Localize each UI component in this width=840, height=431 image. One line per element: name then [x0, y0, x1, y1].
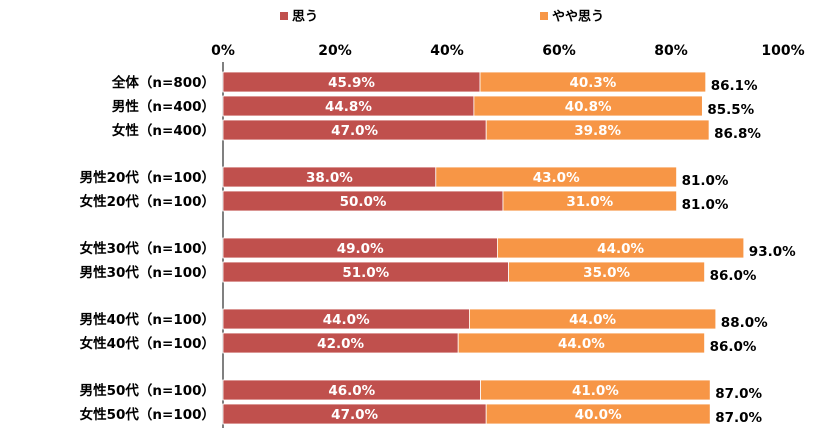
bar-total-label: 93.0% [749, 244, 796, 260]
bar-data-label: 40.8% [565, 99, 612, 115]
bar-segment-yaya-omou [457, 332, 706, 354]
legend-label-1: 思う [292, 10, 318, 25]
bar-data-label: 44.0% [323, 312, 370, 328]
x-tick-label: 20% [318, 43, 352, 59]
x-tick-label: 100% [761, 43, 804, 59]
bar-total-label: 86.8% [714, 126, 761, 142]
bar-data-label: 38.0% [306, 170, 353, 186]
legend-swatch-1 [280, 12, 288, 20]
bar-data-label: 44.0% [597, 241, 644, 257]
bar-data-label: 50.0% [340, 194, 387, 210]
category-label: 男性30代（n=100） [80, 264, 215, 281]
x-tick-label: 60% [542, 43, 576, 59]
bar-data-label: 43.0% [533, 170, 580, 186]
category-label: 男性50代（n=100） [80, 382, 215, 399]
bar-data-label: 47.0% [331, 123, 378, 139]
bar-segment-yaya-omou [435, 166, 677, 188]
bar-data-label: 49.0% [337, 241, 384, 257]
bar-data-label: 42.0% [317, 336, 364, 352]
legend-label-2: やや思う [552, 10, 604, 25]
category-label: 女性30代（n=100） [80, 240, 215, 257]
bar-total-label: 81.0% [682, 197, 729, 213]
bar-data-label: 39.8% [574, 123, 621, 139]
bar-total-label: 87.0% [715, 410, 762, 426]
bar-segment-yaya-omou [473, 95, 703, 117]
category-label: 男性（n=400） [112, 98, 215, 115]
x-tick-label: 40% [430, 43, 464, 59]
bar-data-label: 31.0% [566, 194, 613, 210]
bar-segment-yaya-omou [485, 403, 711, 425]
bar-data-label: 45.9% [328, 75, 375, 91]
bar-data-label: 46.0% [328, 383, 375, 399]
bar-data-label: 44.8% [325, 99, 372, 115]
bar-total-label: 85.5% [707, 102, 754, 118]
bar-data-label: 44.0% [558, 336, 605, 352]
bar-segment-yaya-omou [496, 237, 745, 259]
x-tick-label: 0% [211, 43, 235, 59]
bar-data-label: 44.0% [569, 312, 616, 328]
category-label: 女性40代（n=100） [80, 335, 215, 352]
bar-total-label: 81.0% [682, 173, 729, 189]
bar-data-label: 40.0% [575, 407, 622, 423]
bar-data-label: 47.0% [331, 407, 378, 423]
bar-total-label: 86.0% [710, 339, 757, 355]
category-label: 男性40代（n=100） [80, 311, 215, 328]
category-label: 女性50代（n=100） [80, 406, 215, 423]
bar-data-label: 51.0% [342, 265, 389, 281]
bar-segment-yaya-omou [502, 190, 678, 212]
category-label: 女性20代（n=100） [80, 193, 215, 210]
bar-total-label: 86.1% [711, 78, 758, 94]
bar-total-label: 87.0% [715, 386, 762, 402]
category-label: 女性（n=400） [112, 122, 215, 139]
category-label: 全体（n=800） [111, 74, 215, 91]
bar-data-label: 35.0% [583, 265, 630, 281]
bar-segment-yaya-omou [468, 308, 717, 330]
bar-segment-yaya-omou [485, 119, 710, 141]
x-tick-label: 80% [654, 43, 688, 59]
bar-segment-yaya-omou [508, 261, 706, 283]
bar-segment-yaya-omou [480, 379, 711, 401]
bar-data-label: 41.0% [572, 383, 619, 399]
category-label: 男性20代（n=100） [80, 169, 215, 186]
bar-data-label: 40.3% [569, 75, 616, 91]
legend-swatch-2 [540, 12, 548, 20]
bar-segment-yaya-omou [479, 71, 707, 93]
bar-total-label: 88.0% [721, 315, 768, 331]
bar-total-label: 86.0% [710, 268, 757, 284]
